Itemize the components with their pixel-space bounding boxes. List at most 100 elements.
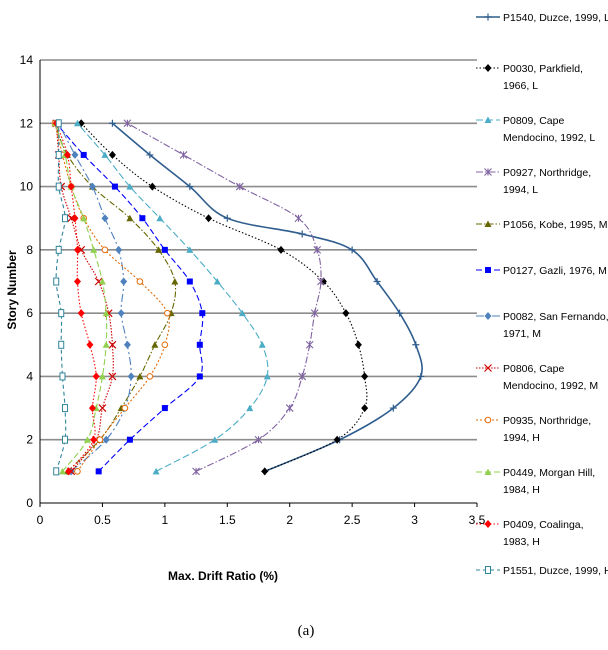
series-0 bbox=[108, 119, 425, 475]
legend-marker bbox=[484, 312, 492, 320]
data-point bbox=[342, 309, 350, 318]
data-point bbox=[373, 278, 381, 285]
legend-label: P0409, Coalinga, 1983, H bbox=[503, 519, 584, 548]
data-point bbox=[126, 436, 133, 443]
legend-label: P0082, San Fernando, 1971, M bbox=[503, 311, 608, 340]
data-point bbox=[63, 150, 71, 159]
legend-marker bbox=[484, 468, 492, 475]
series-line bbox=[111, 122, 423, 473]
data-point bbox=[261, 467, 269, 476]
data-point bbox=[58, 467, 66, 475]
data-point bbox=[348, 246, 356, 254]
data-point bbox=[77, 309, 85, 318]
data-point bbox=[86, 340, 94, 349]
legend-marker bbox=[484, 64, 492, 72]
y-tick-label: 0 bbox=[26, 496, 33, 510]
data-point bbox=[71, 150, 79, 159]
data-point bbox=[285, 404, 294, 412]
series-line bbox=[127, 122, 322, 472]
legend-entry-1: P0030, Parkfield, 1966, L bbox=[476, 63, 583, 92]
data-point bbox=[412, 341, 420, 349]
data-point bbox=[258, 341, 266, 348]
data-point bbox=[213, 278, 221, 285]
legend-entry-8: P0935, Northridge, 1994, H bbox=[476, 415, 591, 444]
data-point bbox=[211, 436, 219, 443]
legend-label: P0127, Gazli, 1976, M bbox=[503, 265, 607, 277]
data-point bbox=[108, 372, 117, 381]
data-point bbox=[161, 246, 168, 253]
data-point bbox=[317, 277, 325, 286]
figure-caption: (a) bbox=[298, 623, 315, 639]
y-tick-label: 2 bbox=[26, 433, 33, 447]
data-point bbox=[55, 150, 62, 159]
data-point bbox=[108, 119, 116, 127]
data-point bbox=[294, 214, 303, 223]
data-point bbox=[139, 215, 146, 222]
data-point bbox=[53, 467, 60, 476]
data-point bbox=[361, 404, 369, 413]
data-point bbox=[136, 278, 144, 285]
series-line bbox=[54, 123, 177, 472]
legend-entry-0: P1540, Duzce, 1999, L bbox=[476, 12, 608, 24]
data-point bbox=[117, 309, 125, 318]
legend-entry-7: P0806, Cape Mendocino, 1992, M bbox=[476, 363, 598, 392]
legend-label: P0030, Parkfield, 1966, L bbox=[503, 63, 583, 92]
data-point bbox=[319, 277, 327, 286]
legend-label: P0927, Northridge, 1994, L bbox=[503, 167, 591, 196]
data-point bbox=[71, 214, 79, 223]
data-point bbox=[55, 182, 62, 191]
legend-label: P0935, Northridge, 1994, H bbox=[503, 415, 591, 444]
x-tick-label: 3 bbox=[411, 513, 418, 527]
data-point bbox=[108, 150, 116, 159]
data-point bbox=[164, 309, 171, 317]
data-point bbox=[92, 372, 100, 381]
x-axis-title: Max. Drift Ratio (%) bbox=[168, 569, 278, 583]
data-point bbox=[171, 278, 179, 285]
data-point bbox=[235, 182, 244, 191]
data-point bbox=[199, 310, 206, 317]
data-point bbox=[120, 277, 128, 286]
series-lines bbox=[51, 119, 425, 476]
data-point bbox=[333, 435, 341, 444]
data-point bbox=[115, 245, 123, 254]
data-point bbox=[126, 214, 134, 222]
data-point bbox=[361, 372, 369, 381]
data-point bbox=[88, 404, 96, 413]
data-point bbox=[126, 183, 134, 190]
data-point bbox=[61, 404, 68, 413]
data-point bbox=[136, 372, 144, 380]
legend-entry-3: P0927, Northridge, 1994, L bbox=[476, 167, 591, 196]
series-3 bbox=[123, 119, 325, 476]
data-point bbox=[98, 404, 107, 412]
data-point bbox=[192, 467, 200, 476]
data-point bbox=[127, 372, 135, 381]
data-point bbox=[90, 435, 98, 444]
x-tick-label: 1 bbox=[162, 513, 169, 527]
data-point bbox=[277, 245, 285, 254]
data-point bbox=[96, 436, 104, 444]
data-point bbox=[74, 468, 81, 475]
legend-label: P1540, Duzce, 1999, L bbox=[503, 12, 608, 24]
legend-marker bbox=[484, 116, 492, 123]
legend-marker bbox=[485, 566, 491, 574]
data-point bbox=[246, 404, 254, 412]
y-tick-label: 4 bbox=[26, 369, 33, 383]
data-point bbox=[161, 405, 168, 412]
legend-entry-6: P0082, San Fernando, 1971, M bbox=[476, 311, 608, 340]
x-tick-label: 2.5 bbox=[344, 513, 361, 527]
data-point bbox=[83, 436, 91, 443]
series-line bbox=[54, 123, 108, 472]
legend-marker bbox=[484, 364, 492, 372]
data-point bbox=[223, 214, 231, 222]
data-point bbox=[59, 372, 66, 381]
data-point bbox=[101, 151, 109, 158]
legend-marker bbox=[485, 267, 491, 273]
legend-marker bbox=[484, 520, 492, 528]
series-6 bbox=[55, 119, 135, 476]
data-point bbox=[417, 372, 425, 380]
data-point bbox=[305, 340, 314, 349]
legend-entry-11: P1551, Duzce, 1999, H bbox=[476, 565, 608, 577]
legend-marker bbox=[484, 416, 492, 424]
legend-label: P0449, Morgan Hill, 1984, H bbox=[503, 467, 595, 496]
data-point bbox=[298, 372, 307, 381]
